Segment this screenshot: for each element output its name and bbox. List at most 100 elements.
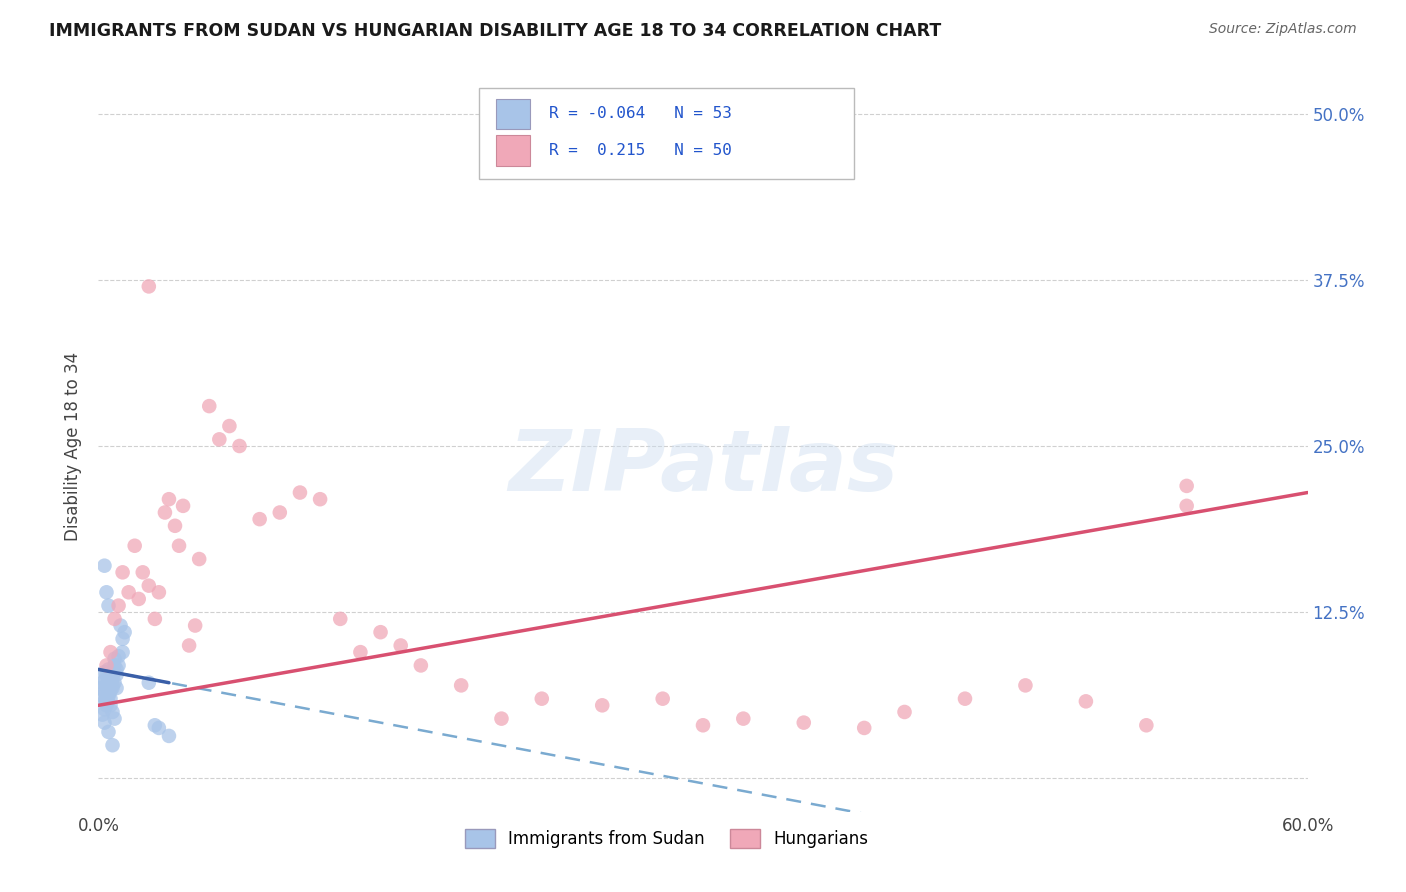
Text: R =  0.215   N = 50: R = 0.215 N = 50 [550,143,733,158]
Point [179,639,201,653]
Point [96,698,118,713]
Point [1074,694,1097,708]
Point [97,599,120,613]
Point [105,681,128,695]
Point [188,552,211,566]
Point [100,698,122,713]
Point [157,492,180,507]
Point [96,658,118,673]
Point [114,625,136,640]
Point [97,725,120,739]
Point [853,721,876,735]
Point [143,612,166,626]
Point [101,681,124,695]
Point [100,667,122,681]
Point [100,683,122,698]
Point [101,678,124,692]
Point [167,539,190,553]
Legend: Immigrants from Sudan, Hungarians: Immigrants from Sudan, Hungarians [458,822,875,855]
Point [93,685,115,699]
Point [153,506,176,520]
Point [111,632,134,646]
Point [103,675,125,690]
Point [148,721,170,735]
Point [91,689,114,703]
Point [97,662,120,676]
Point [89,681,111,695]
Point [651,691,673,706]
Point [288,485,311,500]
Point [103,652,125,666]
Point [450,678,472,692]
Text: R = -0.064   N = 53: R = -0.064 N = 53 [550,106,733,121]
Point [97,672,120,686]
Point [100,645,122,659]
Point [97,688,120,702]
Point [91,675,114,690]
Point [96,694,118,708]
Point [163,518,186,533]
Point [100,674,122,689]
Point [101,665,124,679]
Text: ZIPatlas: ZIPatlas [508,426,898,509]
Point [118,585,141,599]
Point [893,705,915,719]
Point [111,645,134,659]
Point [103,712,125,726]
Point [103,665,125,679]
FancyBboxPatch shape [479,87,855,179]
Point [97,681,120,695]
Point [491,712,513,726]
Point [591,698,613,713]
Point [309,492,332,507]
Point [105,667,128,681]
Point [111,566,134,580]
Point [138,675,160,690]
Point [793,715,815,730]
Point [249,512,271,526]
Point [370,625,392,640]
Text: IMMIGRANTS FROM SUDAN VS HUNGARIAN DISABILITY AGE 18 TO 34 CORRELATION CHART: IMMIGRANTS FROM SUDAN VS HUNGARIAN DISAB… [49,22,942,40]
Point [172,499,194,513]
Point [93,715,115,730]
Text: Source: ZipAtlas.com: Source: ZipAtlas.com [1209,22,1357,37]
Point [198,399,221,413]
Point [93,673,115,687]
Point [100,691,122,706]
Point [148,585,170,599]
Point [97,689,120,703]
Point [1014,678,1036,692]
Point [208,433,231,447]
Point [1175,499,1198,513]
Point [143,718,166,732]
Point [269,506,291,520]
Point [157,729,180,743]
Point [228,439,250,453]
Point [409,658,432,673]
Point [218,419,240,434]
Point [1135,718,1157,732]
Point [349,645,371,659]
Point [184,618,207,632]
Point [101,705,124,719]
Point [530,691,553,706]
Point [329,612,352,626]
Point [91,707,114,722]
Point [103,658,125,673]
Point [138,579,160,593]
Point [107,649,129,664]
Point [128,591,150,606]
Point [96,691,118,706]
Point [107,658,129,673]
Point [96,678,118,692]
Point [953,691,976,706]
Point [692,718,714,732]
FancyBboxPatch shape [496,98,530,129]
Point [1175,479,1198,493]
FancyBboxPatch shape [496,135,530,166]
Point [96,667,118,681]
Point [103,612,125,626]
Point [105,662,128,676]
Point [107,599,129,613]
Point [124,539,146,553]
